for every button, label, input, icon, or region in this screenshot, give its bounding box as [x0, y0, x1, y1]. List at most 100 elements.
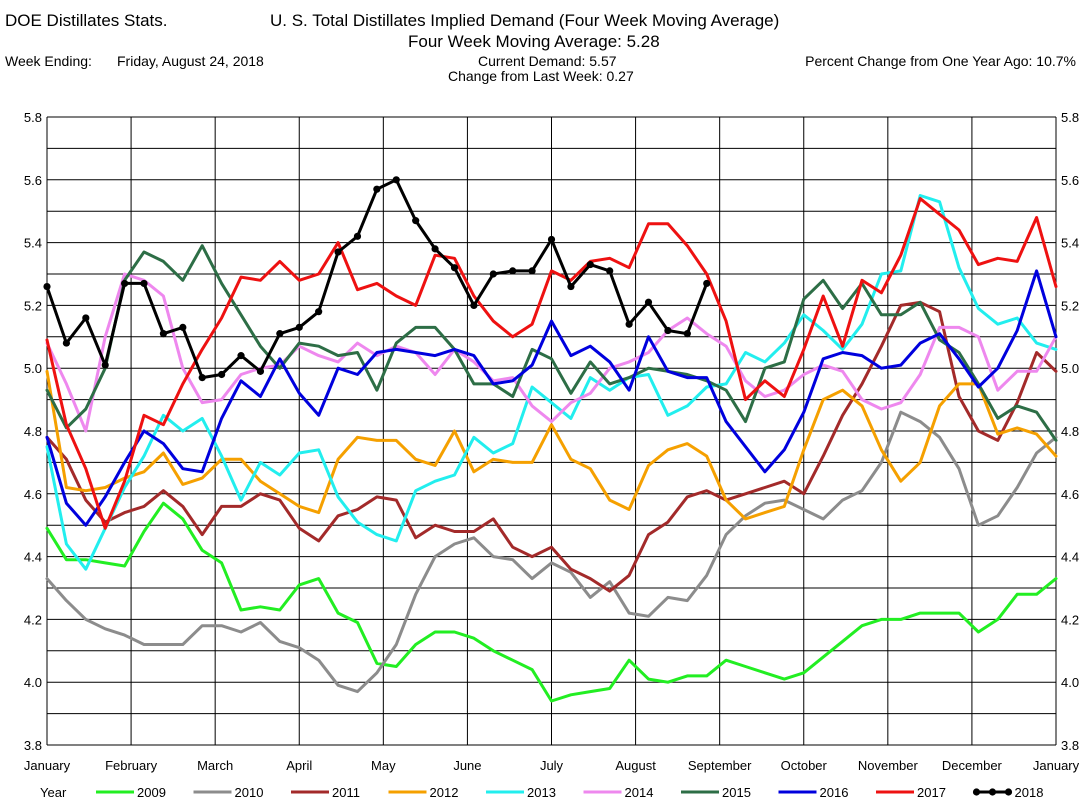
- x-month-label: July: [540, 758, 564, 773]
- series-line-2009: [45, 501, 1058, 703]
- app-title: DOE Distillates Stats.: [5, 11, 168, 30]
- y-axis-left: 3.8 4.0 4.2 4.4 4.6 4.8 5.0 5.2 5.4 5.6 5.8: [24, 110, 42, 753]
- y-tick-label-right: 5.6: [1061, 173, 1079, 188]
- x-axis: January February March April May June July Augu…: [24, 758, 1080, 773]
- data-point-2018: [198, 374, 206, 382]
- y-tick-label-left: 4.4: [24, 550, 42, 565]
- legend-title: Year: [40, 785, 67, 800]
- legend-label-2011: 2011: [332, 785, 360, 800]
- data-point-2018: [373, 185, 381, 193]
- y-tick-label-right: 3.8: [1061, 738, 1079, 753]
- data-point-2018: [82, 314, 90, 322]
- legend-label-2012: 2012: [430, 785, 459, 800]
- legend-label-2017: 2017: [917, 785, 946, 800]
- data-point-2018: [683, 330, 691, 338]
- data-point-2018: [586, 260, 594, 269]
- data-point-2018: [547, 235, 556, 244]
- data-point-2018: [276, 330, 284, 338]
- y-tick-label-left: 5.2: [24, 298, 42, 313]
- data-point-2018: [528, 267, 536, 275]
- y-tick-label-left: 4.2: [24, 612, 42, 627]
- x-month-label: September: [688, 758, 752, 773]
- data-point-2018: [567, 282, 575, 291]
- x-month-label: June: [453, 758, 481, 773]
- series-line-2017: [45, 197, 1058, 530]
- y-tick-label-left: 3.8: [24, 738, 42, 753]
- data-point-2018: [62, 339, 71, 347]
- data-point-2018: [121, 279, 129, 288]
- chart-grid: [46, 116, 1057, 746]
- x-month-label: February: [105, 758, 158, 773]
- data-point-2018: [101, 361, 109, 369]
- y-tick-label-left: 5.8: [24, 110, 42, 125]
- series-line-2013: [45, 194, 1058, 571]
- chart-title: U. S. Total Distillates Implied Demand (…: [270, 11, 780, 30]
- data-point-2018: [334, 248, 342, 256]
- data-point-2018: [43, 282, 51, 291]
- data-point-2018: [295, 323, 303, 331]
- legend-marker: [972, 788, 981, 796]
- x-month-label: August: [615, 758, 656, 773]
- y-tick-label-right: 5.4: [1061, 236, 1079, 251]
- x-month-label: January: [1033, 758, 1080, 773]
- change-from-last-week: Change from Last Week: 0.27: [448, 68, 634, 84]
- x-month-label: January: [24, 758, 71, 773]
- y-tick-label-right: 4.0: [1061, 675, 1079, 690]
- y-tick-label-left: 5.0: [24, 361, 42, 376]
- series-line-2015: [45, 244, 1058, 442]
- chart-series: [43, 176, 1058, 703]
- legend-marker: [988, 788, 997, 796]
- data-point-2018: [353, 232, 362, 240]
- y-tick-label-right: 4.8: [1061, 424, 1079, 439]
- legend-label-2009: 2009: [137, 785, 166, 800]
- data-point-2018: [179, 323, 187, 331]
- data-point-2018: [450, 264, 459, 272]
- legend-label-2015: 2015: [722, 785, 751, 800]
- series-line-2014: [45, 272, 1058, 433]
- series-line-2012: [45, 369, 1058, 521]
- data-point-2018: [509, 267, 517, 275]
- chart-legend: Year 2009 2010 2011 2012 2013 2014 2015 2016 2017…: [40, 785, 1043, 800]
- data-point-2018: [392, 176, 400, 184]
- data-point-2018: [412, 217, 420, 225]
- x-month-label: November: [858, 758, 919, 773]
- x-month-label: April: [286, 758, 312, 773]
- y-tick-label-left: 4.8: [24, 424, 42, 439]
- data-point-2018: [140, 279, 148, 288]
- data-point-2018: [625, 320, 633, 328]
- data-point-2018: [664, 326, 672, 335]
- data-point-2018: [159, 330, 168, 338]
- week-ending-label: Week Ending:: [5, 53, 92, 69]
- legend-label-2018: 2018: [1015, 785, 1044, 800]
- legend-label-2014: 2014: [625, 785, 654, 800]
- data-point-2018: [431, 245, 439, 253]
- data-point-2018: [606, 267, 614, 275]
- week-ending-value: Friday, August 24, 2018: [117, 53, 264, 69]
- y-tick-label-right: 4.2: [1061, 612, 1079, 627]
- data-point-2018: [237, 352, 245, 360]
- data-point-2018: [489, 270, 497, 278]
- legend-label-2013: 2013: [527, 785, 556, 800]
- x-month-label: May: [371, 758, 396, 773]
- legend-label-2016: 2016: [820, 785, 849, 800]
- data-point-2018: [703, 279, 711, 288]
- chart-subtitle: Four Week Moving Average: 5.28: [408, 32, 660, 51]
- y-tick-label-right: 5.0: [1061, 361, 1079, 376]
- y-tick-label-right: 5.2: [1061, 298, 1079, 313]
- x-month-label: October: [781, 758, 828, 773]
- data-point-2018: [218, 370, 226, 379]
- y-tick-label-right: 5.8: [1061, 110, 1079, 125]
- y-tick-label-left: 4.6: [24, 487, 42, 502]
- y-tick-label-right: 4.6: [1061, 487, 1079, 502]
- y-tick-label-right: 4.4: [1061, 550, 1079, 565]
- series-line-2011: [45, 300, 1058, 593]
- legend-label-2010: 2010: [235, 785, 264, 800]
- series-line-2018: [45, 178, 709, 380]
- x-month-label: December: [942, 758, 1003, 773]
- x-month-label: March: [197, 758, 233, 773]
- y-tick-label-left: 4.0: [24, 675, 42, 690]
- series-line-2010: [45, 410, 1058, 694]
- data-point-2018: [315, 308, 323, 316]
- y-axis-right: 3.8 4.0 4.2 4.4 4.6 4.8 5.0 5.2 5.4 5.6 5.8: [1061, 110, 1079, 753]
